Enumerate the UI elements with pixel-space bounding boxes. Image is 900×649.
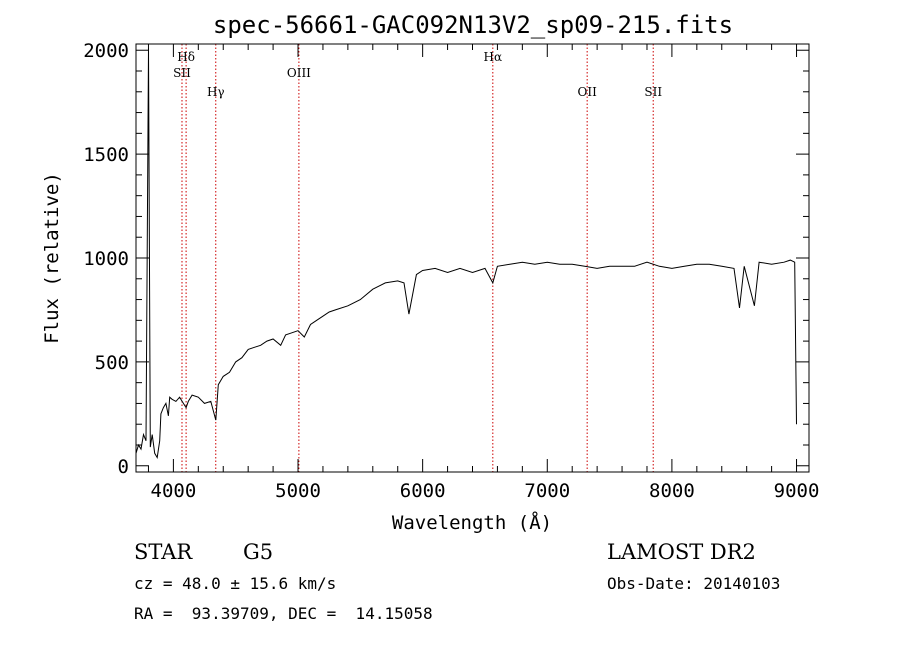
star-subclass: G5	[243, 540, 274, 564]
plot-frame	[135, 43, 810, 473]
spectral-line-label: OIII	[287, 66, 311, 80]
x-axis-label: Wavelength (Å)	[392, 511, 552, 534]
ra-dec-coordinates: RA = 93.39709, DEC = 14.15058	[134, 604, 433, 623]
x-tick-label: 9000	[774, 480, 820, 502]
spectral-line-markers: Hδ SII Hγ OIII Hα OII SII	[173, 44, 662, 472]
spectrum-line	[135, 48, 797, 459]
star-class: STAR	[134, 540, 193, 564]
x-tick-label: 6000	[400, 480, 446, 502]
spectral-line-label: OII	[577, 85, 597, 99]
spectral-line-label: SII	[644, 85, 662, 99]
x-tick-label: 4000	[151, 480, 197, 502]
spectral-line-label: Hδ	[177, 50, 195, 64]
y-axis-label: Flux (relative)	[41, 172, 63, 344]
chart-title: spec-56661-GAC092N13V2_sp09-215.fits	[213, 11, 733, 39]
y-tick-label: 1000	[83, 248, 129, 270]
observation-date: Obs-Date: 20140103	[607, 574, 781, 593]
y-tick-label: 500	[95, 352, 129, 374]
x-tick-label: 8000	[649, 480, 695, 502]
spectral-line-label: Hα	[484, 50, 503, 64]
axis-ticks: 4000 5000 6000 7000 8000 9000 0 500 1000 1500 2000	[83, 40, 819, 502]
y-tick-label: 1500	[83, 144, 129, 166]
x-tick-label: 5000	[275, 480, 321, 502]
y-tick-label: 2000	[83, 40, 129, 62]
x-tick-label: 7000	[524, 480, 570, 502]
spectral-line-label: SII	[173, 66, 191, 80]
survey-name: LAMOST DR2	[607, 540, 756, 564]
spectral-line-label: Hγ	[207, 85, 225, 99]
redshift-cz: cz = 48.0 ± 15.6 km/s	[134, 574, 337, 593]
y-tick-label: 0	[118, 456, 129, 478]
